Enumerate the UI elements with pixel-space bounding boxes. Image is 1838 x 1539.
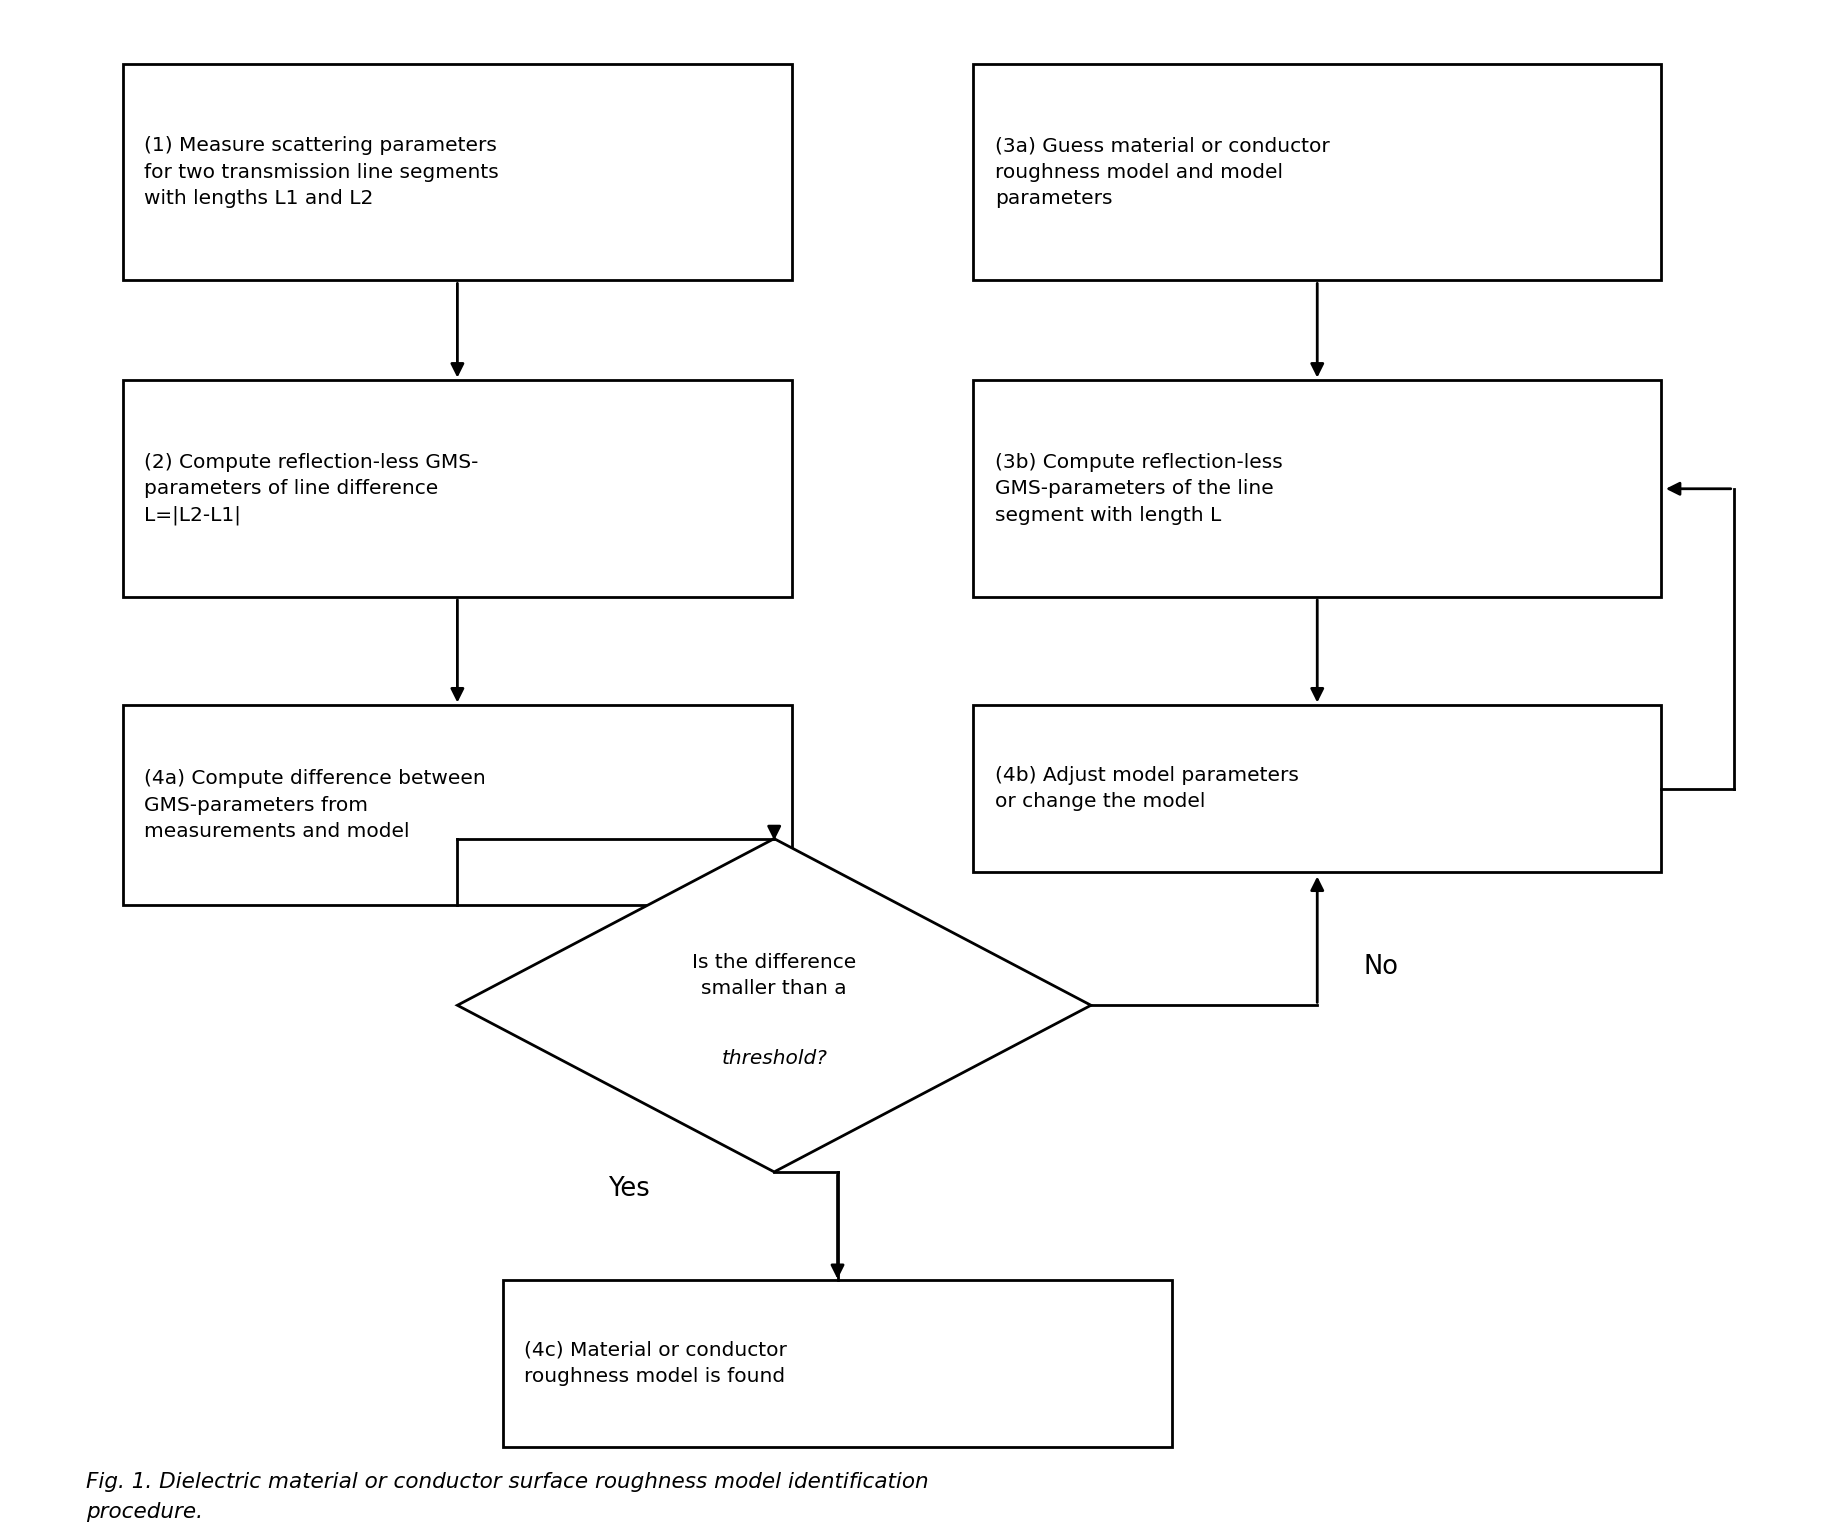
Text: (3a) Guess material or conductor
roughness model and model
parameters: (3a) Guess material or conductor roughne… [994, 135, 1329, 208]
Bar [974, 65, 1662, 280]
Text: Fig. 1. Dielectric material or conductor surface roughness model identification
: Fig. 1. Dielectric material or conductor… [86, 1471, 928, 1522]
Text: (4b) Adjust model parameters
or change the model: (4b) Adjust model parameters or change t… [994, 766, 1299, 811]
Polygon shape [458, 839, 1092, 1171]
Text: Is the difference
smaller than a: Is the difference smaller than a [693, 953, 857, 999]
Text: (4c) Material or conductor
roughness model is found: (4c) Material or conductor roughness mod… [524, 1340, 787, 1387]
Bar [123, 705, 792, 905]
Bar [502, 1280, 1173, 1447]
Bar [974, 380, 1662, 597]
Text: No: No [1364, 954, 1399, 980]
Text: (4a) Compute difference between
GMS-parameters from
measurements and model: (4a) Compute difference between GMS-para… [143, 770, 485, 842]
Bar [123, 380, 792, 597]
Bar [123, 65, 792, 280]
Text: (1) Measure scattering parameters
for two transmission line segments
with length: (1) Measure scattering parameters for tw… [143, 135, 498, 208]
Text: (3b) Compute reflection-less
GMS-parameters of the line
segment with length L: (3b) Compute reflection-less GMS-paramet… [994, 452, 1283, 525]
Text: Yes: Yes [608, 1176, 651, 1202]
Bar [974, 705, 1662, 873]
Text: (2) Compute reflection-less GMS-
parameters of line difference
L=|L2-L1|: (2) Compute reflection-less GMS- paramet… [143, 452, 478, 525]
Text: threshold?: threshold? [720, 1050, 827, 1068]
